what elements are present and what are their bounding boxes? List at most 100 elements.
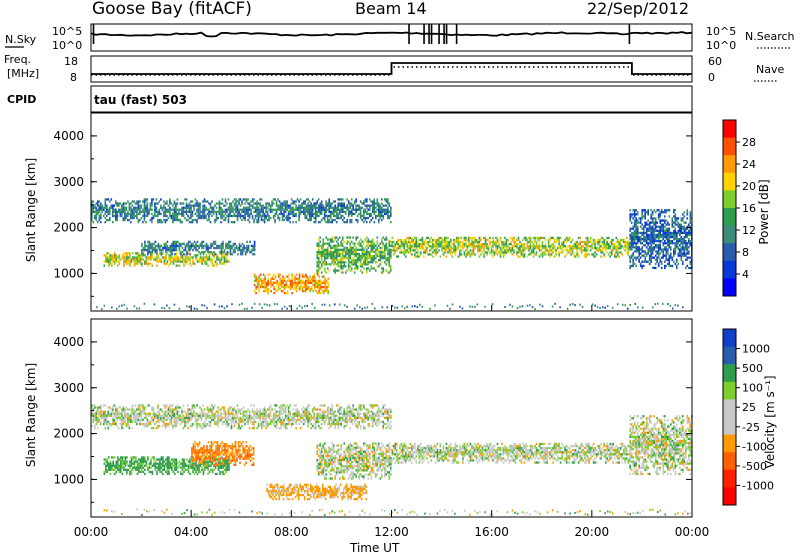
echo-cell	[644, 215, 646, 218]
echo-cell	[163, 218, 165, 222]
echo-cell	[435, 251, 437, 254]
echo-cell	[570, 245, 572, 248]
echo-cell	[481, 247, 484, 250]
echo-cell	[664, 246, 666, 249]
echo-cell	[529, 251, 532, 254]
echo-cell	[688, 225, 690, 228]
echo-cell	[381, 242, 383, 245]
echo-cell	[547, 243, 550, 246]
echo-cell	[222, 254, 224, 257]
echo-cell	[212, 212, 215, 216]
echo-cell	[446, 304, 449, 307]
echo-cell	[281, 212, 284, 216]
echo-cell	[450, 247, 452, 250]
echo-cell	[385, 242, 388, 245]
echo-cell	[653, 238, 655, 241]
echo-cell	[149, 414, 152, 417]
echo-cell	[242, 216, 245, 220]
echo-cell	[639, 242, 642, 245]
echo-cell	[510, 240, 512, 244]
echo-cell	[322, 281, 325, 284]
echo-cell	[298, 275, 301, 278]
power-ytick-label: 1000	[53, 266, 84, 280]
echo-cell	[334, 238, 336, 241]
echo-cell	[517, 251, 520, 254]
echo-cell	[110, 204, 113, 207]
echo-cell	[320, 263, 323, 266]
echo-cell	[145, 262, 148, 265]
echo-cell	[372, 204, 374, 207]
echo-cell	[385, 212, 388, 216]
echo-cell	[356, 261, 359, 264]
echo-cell	[121, 422, 123, 426]
echo-cell	[430, 236, 433, 240]
echo-cell	[297, 283, 299, 287]
echo-cell	[363, 202, 365, 205]
echo-cell	[409, 245, 412, 248]
echo-cell	[227, 221, 230, 224]
echo-cell	[388, 257, 391, 260]
echo-cell	[418, 245, 421, 248]
echo-cell	[486, 247, 488, 250]
echo-cell	[289, 221, 291, 224]
echo-cell	[381, 246, 383, 249]
echo-cell	[215, 214, 218, 218]
echo-cell	[286, 279, 289, 282]
echo-cell	[256, 279, 259, 282]
echo-cell	[562, 245, 565, 248]
echo-cell	[651, 229, 654, 232]
echo-cell	[251, 216, 254, 220]
echo-cell	[95, 412, 98, 415]
echo-cell	[193, 206, 195, 209]
echo-cell	[166, 424, 168, 428]
echo-cell	[645, 260, 648, 263]
echo-cell	[220, 244, 223, 248]
echo-cell	[650, 217, 652, 220]
echo-cell	[103, 264, 106, 267]
echo-cell	[152, 198, 155, 201]
echo-cell	[325, 252, 327, 256]
echo-cell	[359, 238, 362, 241]
echo-cell	[173, 202, 176, 205]
echo-cell	[638, 240, 640, 243]
echo-cell	[507, 245, 509, 248]
echo-cell	[151, 256, 154, 259]
echo-cell	[328, 252, 330, 256]
echo-cell	[667, 240, 669, 243]
echo-cell	[121, 256, 124, 259]
echo-cell	[532, 243, 535, 246]
echo-cell	[158, 210, 161, 213]
echo-cell	[364, 238, 367, 241]
echo-cell	[290, 198, 293, 201]
echo-cell	[406, 305, 409, 308]
echo-cell	[384, 210, 386, 213]
echo-cell	[279, 283, 281, 287]
echo-cell	[239, 214, 242, 218]
echo-cell	[213, 240, 215, 243]
echo-cell	[156, 260, 158, 263]
echo-cell	[411, 247, 413, 250]
echo-cell	[571, 245, 574, 248]
echo-cell	[610, 249, 613, 252]
echo-cell	[175, 424, 177, 428]
echo-cell	[118, 410, 120, 413]
echo-cell	[214, 262, 217, 265]
echo-cell	[350, 212, 353, 216]
echo-cell	[257, 208, 260, 211]
echo-cell	[301, 273, 304, 276]
echo-cell	[168, 264, 170, 267]
echo-cell	[347, 214, 350, 218]
echo-cell	[298, 200, 300, 203]
echo-cell	[104, 412, 107, 415]
echo-cell	[689, 229, 692, 232]
echo-cell	[670, 246, 672, 249]
echo-cell	[274, 214, 276, 218]
echo-cell	[638, 250, 640, 253]
echo-cell	[307, 287, 310, 291]
echo-cell	[313, 206, 315, 209]
echo-cell	[325, 261, 327, 264]
echo-cell	[133, 264, 136, 267]
echo-cell	[264, 279, 266, 282]
echo-cell	[285, 292, 287, 295]
echo-cell	[277, 273, 280, 276]
